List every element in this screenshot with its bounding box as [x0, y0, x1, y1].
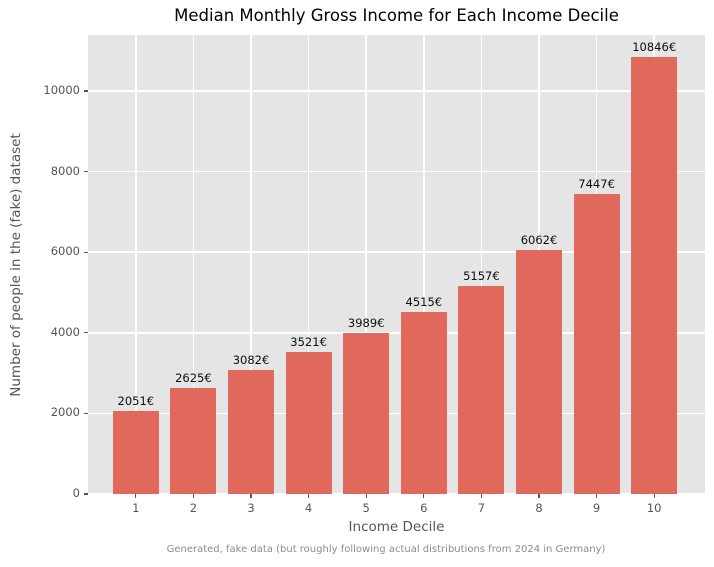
- plot-area: 2051€ 2625€ 3082€ 3521€ 3989€ 4515€ 5157€ 6062€…: [88, 35, 705, 494]
- x-tick-mark: [480, 494, 482, 498]
- bar-value-label: 10846€: [632, 39, 677, 54]
- x-tick-label: 7: [477, 501, 486, 515]
- y-tick-mark: [84, 332, 88, 334]
- chart-title: Median Monthly Gross Income for Each Inc…: [174, 6, 619, 25]
- bar: [112, 411, 159, 494]
- y-tick-mark: [84, 90, 88, 92]
- y-tick-label: 10000: [43, 82, 80, 97]
- x-tick-mark: [653, 494, 655, 498]
- footnote: Generated, fake data (but roughly follow…: [166, 544, 606, 555]
- bar: [573, 193, 620, 494]
- x-tick-label: 4: [304, 501, 313, 515]
- bar: [458, 286, 505, 494]
- bar-value-label: 7447€: [578, 176, 615, 191]
- y-tick-label: 4000: [50, 324, 80, 339]
- h-gridline: [88, 90, 705, 92]
- bar-value-label: 3082€: [232, 352, 270, 367]
- bar-value-label: 2625€: [175, 371, 212, 386]
- x-tick-label: 1: [132, 501, 140, 515]
- v-gridline: [480, 35, 483, 494]
- x-tick-label: 2: [189, 501, 198, 515]
- v-gridline: [307, 35, 310, 494]
- bar: [170, 388, 217, 494]
- x-tick-mark: [365, 494, 367, 498]
- x-tick-label: 3: [247, 501, 255, 515]
- x-tick-label: 8: [535, 501, 543, 515]
- bar-value-label: 6062€: [520, 232, 558, 247]
- bar: [400, 312, 447, 494]
- y-tick-mark: [84, 251, 88, 253]
- bar-value-label: 4515€: [405, 295, 443, 310]
- y-tick-mark: [84, 493, 88, 495]
- y-tick-label: 6000: [50, 244, 80, 259]
- h-gridline: [88, 251, 705, 253]
- v-gridline: [135, 35, 137, 494]
- h-gridline: [88, 332, 705, 334]
- v-gridline: [192, 35, 195, 494]
- v-gridline: [365, 35, 367, 494]
- y-tick-label: 8000: [50, 163, 80, 178]
- bar: [343, 333, 390, 494]
- h-gridline: [88, 493, 705, 494]
- y-tick-label: 2000: [50, 405, 80, 420]
- y-tick-mark: [84, 170, 88, 173]
- x-tick-mark: [596, 494, 598, 498]
- x-tick-mark: [192, 494, 194, 498]
- y-tick-mark: [84, 412, 88, 414]
- h-gridline: [88, 170, 705, 173]
- x-tick-mark: [423, 494, 425, 498]
- x-tick-label: 6: [420, 501, 428, 515]
- x-tick-label: 5: [362, 501, 370, 515]
- v-gridline: [423, 35, 425, 494]
- y-axis-label: Number of people in the (fake) dataset: [8, 133, 24, 397]
- bar: [631, 56, 678, 494]
- x-tick-mark: [538, 494, 540, 498]
- bar-value-label: 5157€: [463, 269, 500, 284]
- bar: [285, 352, 332, 494]
- x-axis-label: Income Decile: [348, 519, 445, 535]
- bar: [227, 369, 275, 494]
- h-gridline: [88, 412, 705, 415]
- bar-value-label: 3989€: [347, 316, 385, 331]
- bar-value-label: 2051€: [117, 394, 155, 409]
- bar-value-label: 3521€: [290, 335, 327, 350]
- x-tick-mark: [250, 494, 252, 498]
- bar: [515, 249, 563, 494]
- x-tick-mark: [308, 494, 310, 498]
- x-tick-mark: [135, 494, 137, 498]
- x-tick-label: 10: [646, 501, 662, 515]
- x-tick-label: 9: [592, 501, 601, 515]
- y-tick-label: 0: [72, 486, 80, 500]
- v-gridline: [250, 35, 252, 494]
